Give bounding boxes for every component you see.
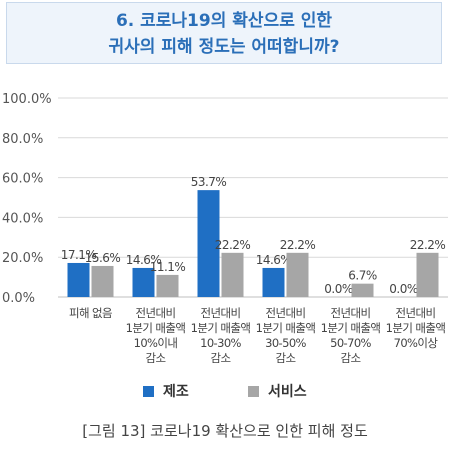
figure-caption: [그림 13] 코로나19 확산으로 인한 피해 정도 (82, 422, 368, 440)
x-category-label: 전년대비 (331, 306, 371, 320)
x-category-label: 1분기 매출액 (126, 321, 186, 335)
data-label: 6.7% (348, 269, 377, 283)
y-tick-label: 40.0% (2, 211, 43, 226)
bar-service (221, 252, 244, 297)
data-label: 22.2% (215, 238, 251, 252)
data-label: 0.0% (389, 282, 418, 296)
x-category-label: 10%이내 (134, 336, 178, 350)
x-category-label: 감소 (341, 351, 361, 365)
bar-service (286, 252, 309, 297)
x-category-label: 50-70% (330, 336, 371, 350)
x-category-label: 전년대비 (266, 306, 306, 320)
bar-manufacturing (132, 267, 155, 297)
bar-service (156, 274, 179, 297)
x-category-label: 감소 (146, 351, 166, 365)
data-label: 22.2% (280, 238, 316, 252)
chart-title-box: 6. 코로나19의 확산으로 인한 귀사의 피해 정도는 어떠합니까? (6, 2, 442, 64)
bar-manufacturing (67, 262, 90, 297)
legend-label-manufacturing: 제조 (163, 384, 189, 400)
bar-manufacturing (197, 190, 220, 297)
y-tick-label: 80.0% (2, 132, 43, 147)
x-category-label: 1분기 매출액 (321, 321, 381, 335)
data-label: 15.6% (85, 251, 121, 265)
x-category-label: 1분기 매출액 (386, 321, 446, 335)
x-category-label: 전년대비 (201, 306, 241, 320)
chart-title-line-2: 귀사의 피해 정도는 어떠합니까? (108, 37, 340, 57)
bar-manufacturing (262, 267, 285, 297)
bar-service (91, 265, 114, 297)
data-label: 17.1% (61, 248, 97, 262)
legend-swatch-manufacturing (143, 386, 154, 397)
bar-service (351, 283, 374, 297)
y-tick-label: 20.0% (2, 251, 43, 266)
data-label: 22.2% (410, 238, 446, 252)
x-category-label: 1분기 매출액 (191, 321, 251, 335)
x-category-label: 피해 없음 (69, 306, 112, 320)
y-tick-label: 100.0% (2, 92, 52, 107)
data-label: 14.6% (126, 253, 162, 267)
data-label: 14.6% (256, 253, 292, 267)
x-category-label: 전년대비 (396, 306, 436, 320)
data-label: 11.1% (150, 260, 186, 274)
x-category-label: 10-30% (200, 336, 241, 350)
bar-chart: 0.0% 20.0% 40.0% 60.0% 80.0% 100.0% 17.1%15.6%… (2, 92, 448, 400)
legend-swatch-service (248, 386, 259, 397)
bar-service (416, 252, 439, 297)
x-category-label: 감소 (276, 351, 296, 365)
x-category-label: 전년대비 (136, 306, 176, 320)
x-category-label: 감소 (211, 351, 231, 365)
legend-label-service: 서비스 (268, 384, 307, 400)
x-category-label: 70%이상 (394, 336, 439, 350)
data-label: 0.0% (324, 282, 353, 296)
chart-title-line-1: 6. 코로나19의 확산으로 인한 (115, 11, 333, 31)
data-label: 53.7% (191, 175, 227, 189)
x-category-label: 1분기 매출액 (256, 321, 316, 335)
x-category-label: 30-50% (265, 336, 306, 350)
y-tick-label: 0.0% (2, 291, 35, 306)
y-tick-label: 60.0% (2, 172, 43, 187)
